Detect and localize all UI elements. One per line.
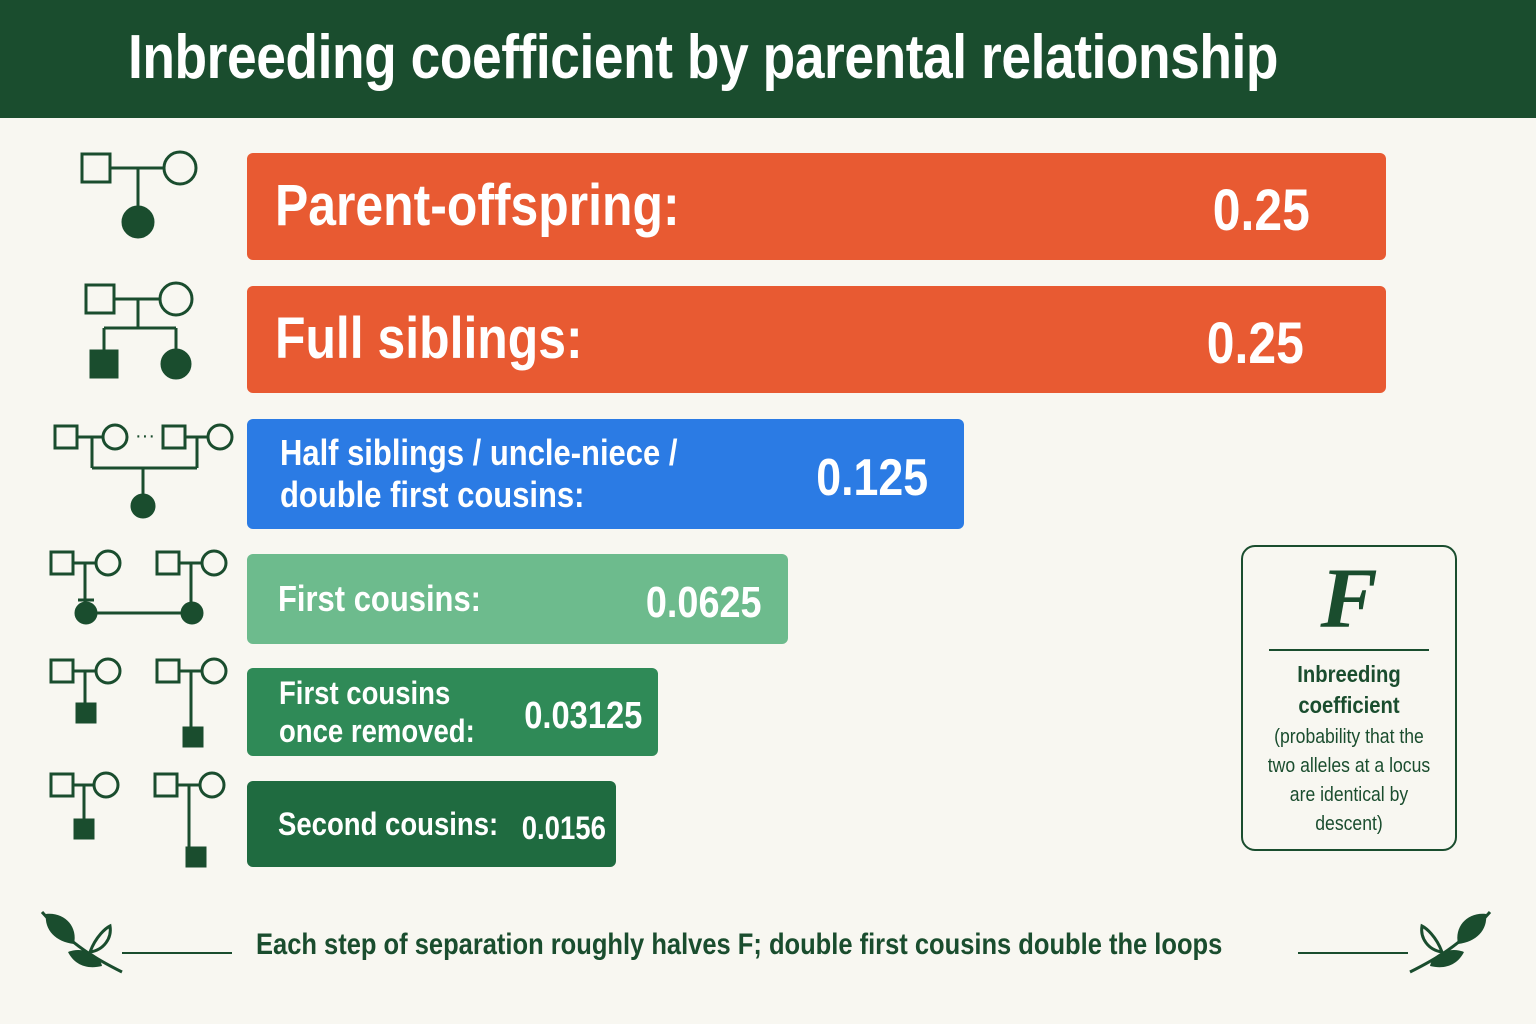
header-bar: Inbreeding coefficient by parental relat… [0,0,1536,118]
bar-5: Second cousins: 0.0156 [247,781,616,867]
footer-caption: Each step of separation roughly halves F… [256,928,1223,961]
bar-value-label-3: 0.0625 [646,578,762,627]
legend-box: F Inbreeding coefficient (probability th… [1241,545,1457,851]
bar-value-label-0: 0.25 [1212,178,1310,243]
svg-text:···: ··· [135,425,155,447]
legend-symbol: F [1320,550,1378,646]
bar-3: First cousins: 0.0625 [247,554,788,644]
bar-value-label-5: 0.0156 [521,810,606,846]
page-title: Inbreeding coefficient by parental relat… [128,23,1279,92]
bar-label-0: Parent-offspring: [275,173,680,238]
pedigree-half-siblings-icon: ··· [53,423,234,519]
bar-1: Full siblings: 0.25 [247,286,1386,393]
bar-label-3: First cousins: [278,578,482,619]
legend-description: (probability that the two alleles at a l… [1267,726,1431,835]
bar-2: Half siblings / uncle-niece / double fir… [247,419,964,529]
footer-divider-right [1298,952,1408,954]
pedigree-parent-offspring-icon [80,150,198,239]
pedigree-first-cousins-once-removed-icon [49,657,228,748]
legend-divider [1269,649,1429,651]
pedigree-second-cousins-icon [49,771,226,868]
bar-4: First cousins once removed: 0.03125 [247,668,658,756]
leaf-sprig-icon [40,911,123,974]
bar-label-2: Half siblings / uncle-niece / double fir… [280,432,678,515]
bar-value-label-4: 0.03125 [523,695,642,737]
pedigree-full-siblings-icon [84,281,194,380]
bar-0: Parent-offspring: 0.25 [247,153,1386,260]
bar-value-label-1: 0.25 [1206,311,1304,376]
bar-label-5: Second cousins: [278,806,499,842]
bar-label-4: First cousins once removed: [279,675,475,749]
pedigree-first-cousins-icon [49,549,228,625]
leaf-sprig-icon [1409,911,1492,974]
bar-label-1: Full siblings: [275,306,583,371]
bar-value-label-2: 0.125 [816,449,928,507]
footer-divider-left [122,952,232,954]
legend-title: Inbreeding coefficient [1297,661,1401,718]
